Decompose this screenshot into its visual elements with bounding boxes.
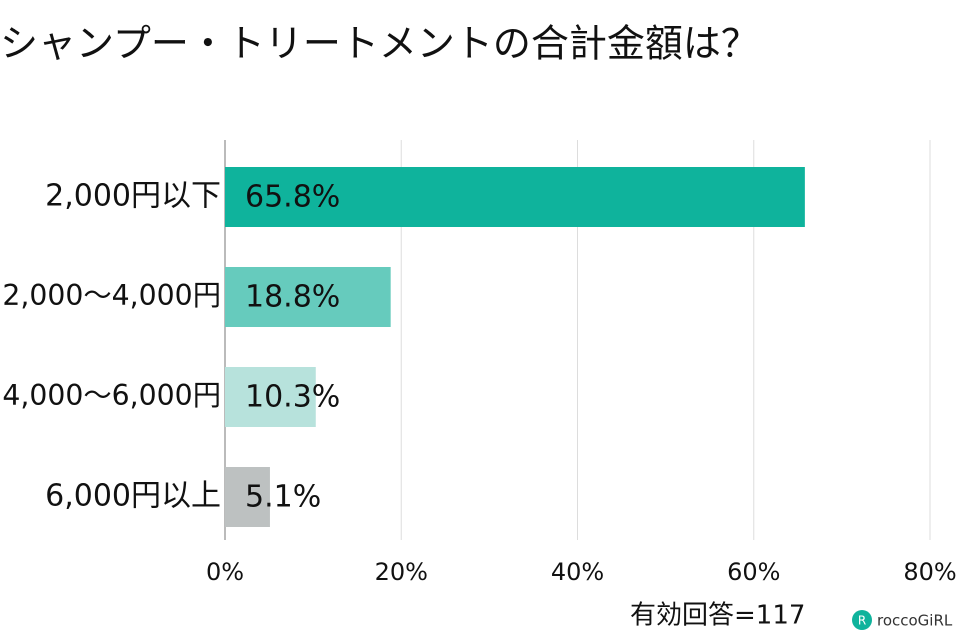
category-label: 2,000〜4,000円 (2, 279, 221, 312)
x-tick-label: 0% (206, 558, 244, 586)
category-label: 2,000円以下 (45, 179, 221, 214)
value-label: 65.8% (245, 180, 340, 215)
value-label: 10.3% (245, 380, 340, 415)
value-label: 18.8% (245, 280, 340, 315)
chart-title: シャンプー・トリートメントの合計金額は？ (0, 22, 759, 66)
logo-icon (852, 610, 872, 630)
x-tick-label: 20% (375, 558, 428, 586)
x-tick-label: 40% (551, 558, 604, 586)
value-label: 5.1% (245, 480, 321, 515)
bar (225, 467, 270, 527)
logo: roccoGiRL (877, 612, 953, 630)
bar (225, 167, 805, 227)
bar (225, 367, 316, 427)
category-label: 6,000円以上 (45, 479, 221, 514)
x-tick-label: 80% (903, 558, 956, 586)
category-label: 4,000〜6,000円 (2, 379, 221, 412)
bar (225, 267, 391, 327)
note: 有効回答=117 (630, 601, 805, 631)
logo-icon-letter: R (858, 614, 866, 628)
x-tick-label: 60% (727, 558, 780, 586)
